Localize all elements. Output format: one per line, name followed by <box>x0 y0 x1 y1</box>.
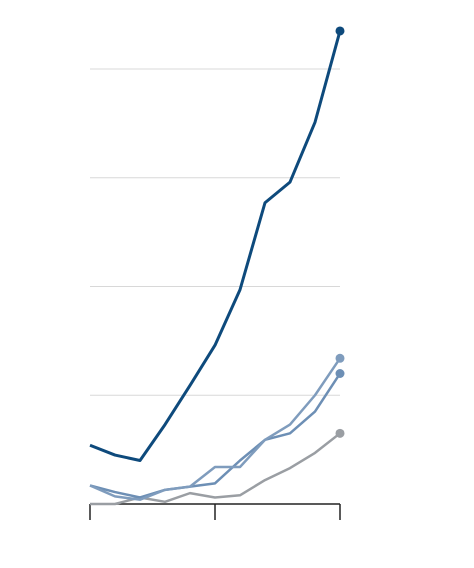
end-point <box>335 369 345 378</box>
end-point <box>335 353 345 363</box>
series-line <box>89 372 342 499</box>
end-point <box>335 428 345 438</box>
series-line <box>89 357 342 501</box>
series-line <box>89 30 342 462</box>
end-point <box>335 26 345 36</box>
series-line <box>90 432 341 506</box>
